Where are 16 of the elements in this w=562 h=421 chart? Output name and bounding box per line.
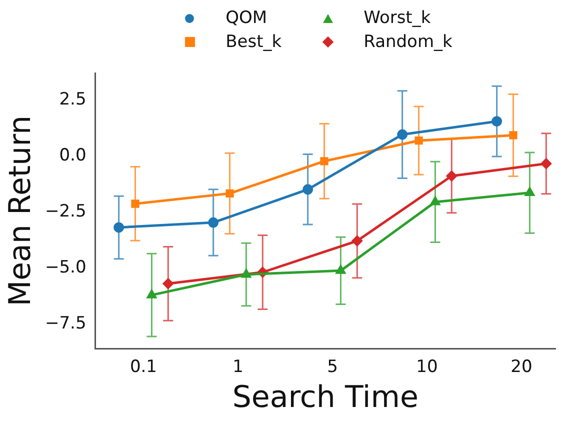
- y-tick-label: −7.5: [45, 313, 86, 334]
- x-tick-label: 20: [510, 357, 532, 378]
- legend-label: Best_k: [226, 32, 282, 52]
- legend-label: Random_k: [364, 32, 452, 52]
- legend-label: QOM: [226, 8, 268, 28]
- x-axis-title: Search Time: [232, 380, 418, 415]
- x-tick-label: 10: [416, 357, 438, 378]
- y-axis-title: Mean Return: [2, 115, 38, 306]
- x-tick-label: 0.1: [130, 357, 157, 378]
- x-tick-label: 5: [327, 357, 338, 378]
- y-tick-label: 2.5: [59, 89, 86, 110]
- x-tick-label: 1: [232, 357, 244, 378]
- legend-label: Worst_k: [364, 8, 431, 28]
- y-tick-label: −5.0: [45, 257, 86, 278]
- y-tick-label: −2.5: [45, 201, 86, 222]
- y-tick-label: 0.0: [59, 145, 86, 166]
